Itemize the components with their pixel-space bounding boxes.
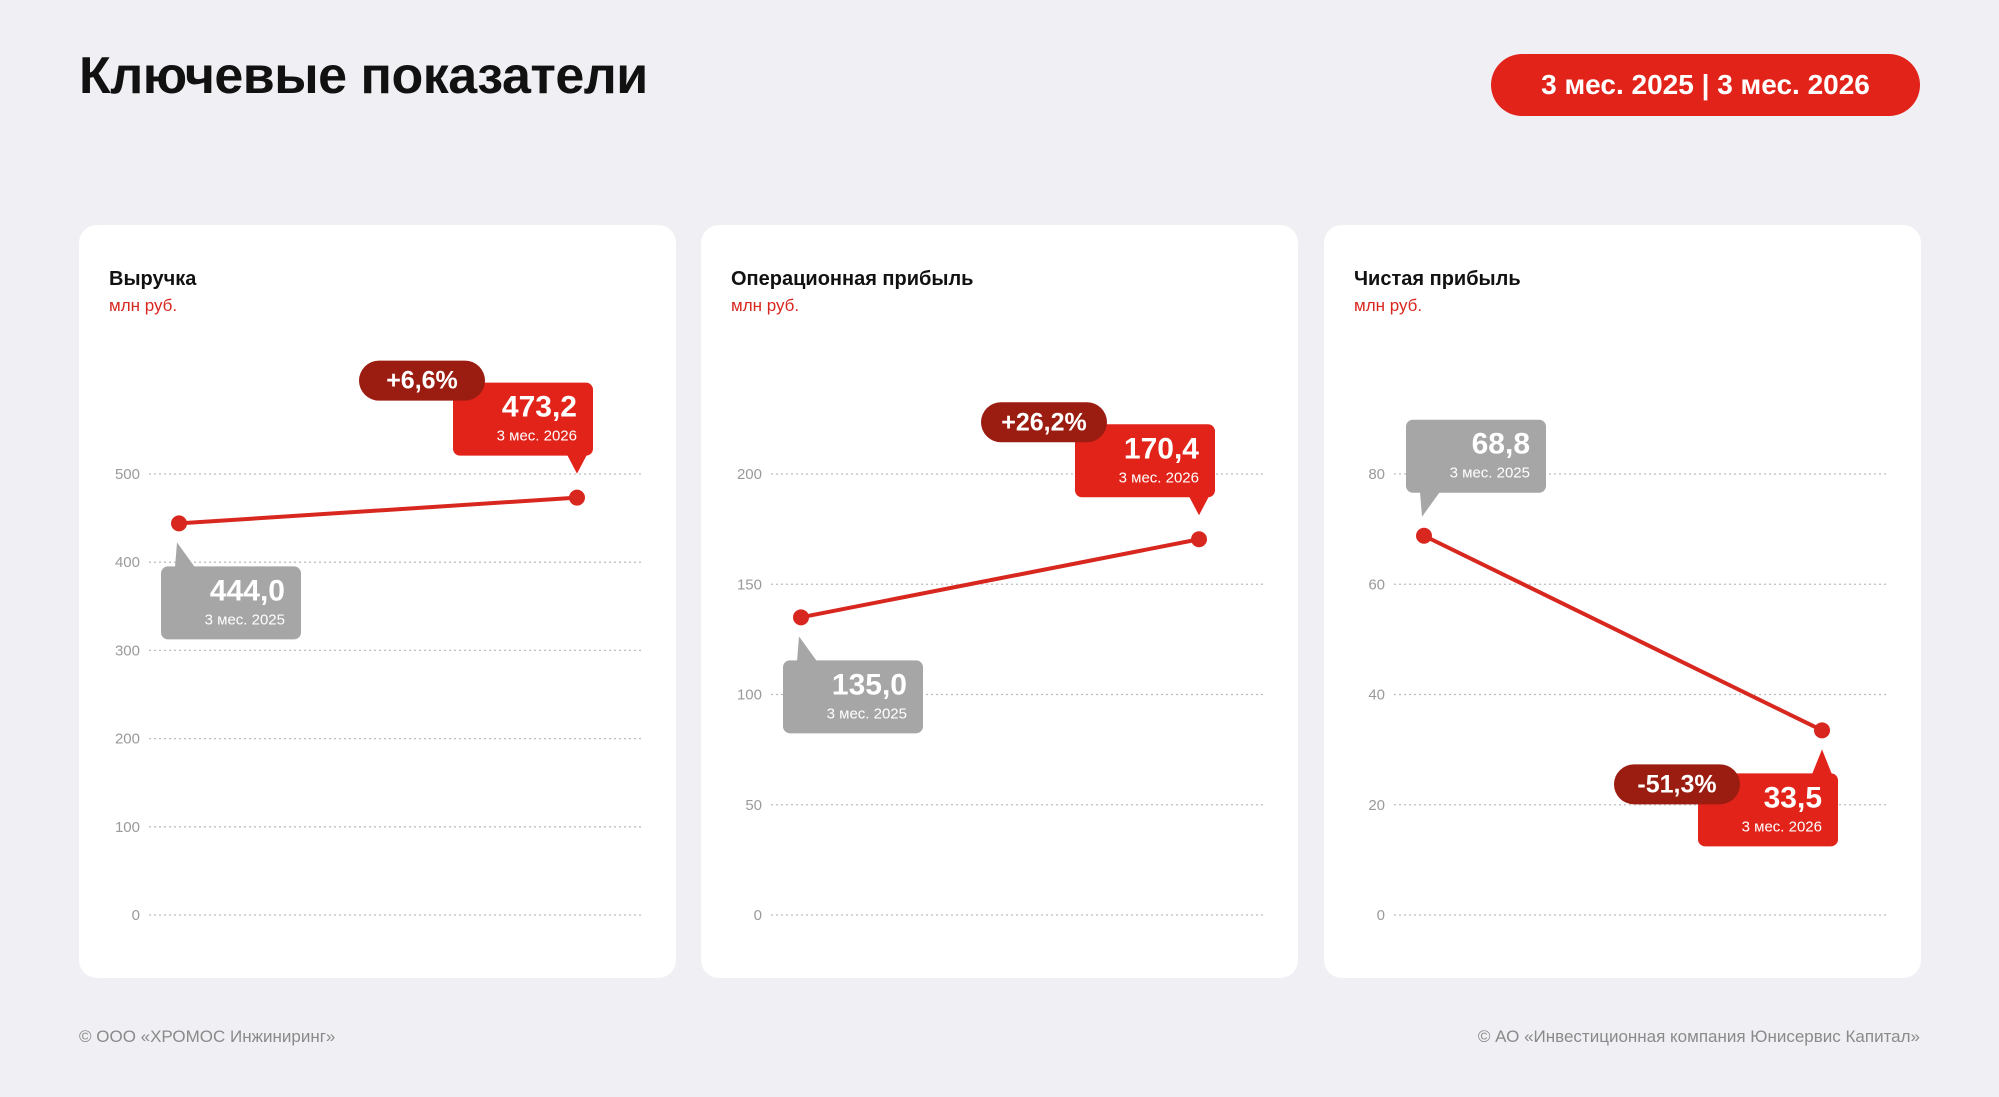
series-line — [179, 498, 577, 524]
y-tick-label: 0 — [1377, 907, 1385, 924]
chart-card-net-profit: Чистая прибыль млн руб. 0 20 40 60 80 68,8 3 м… — [1324, 225, 1921, 978]
y-tick-label: 50 — [745, 797, 762, 814]
prior-period-callout: 135,0 3 мес. 2025 — [783, 636, 923, 733]
prior-period-callout-tail — [1420, 492, 1440, 517]
data-point — [1191, 531, 1207, 547]
current-period-callout-tail — [567, 455, 587, 474]
series-line — [1424, 536, 1822, 731]
y-tick-label: 40 — [1368, 687, 1385, 704]
data-point — [171, 515, 187, 531]
change-label: +6,6% — [386, 367, 458, 395]
y-tick-label: 500 — [115, 466, 140, 483]
y-tick-label: 0 — [132, 907, 140, 924]
data-point — [569, 490, 585, 506]
period-badge: 3 мес. 2025 | 3 мес. 2026 — [1491, 54, 1920, 116]
period-label: 3 мес. 2025 — [205, 611, 285, 628]
y-tick-label: 100 — [737, 687, 762, 704]
operating-profit-chart: 0 50 100 150 200 135,0 3 мес. 2025 170,4 3 мес. … — [701, 225, 1298, 978]
series-line — [801, 539, 1199, 617]
period-label: 3 мес. 2026 — [497, 428, 577, 445]
data-label: 68,8 — [1472, 428, 1530, 461]
net-profit-chart: 0 20 40 60 80 68,8 3 мес. 2025 33,5 3 мес. 2026 -… — [1324, 225, 1921, 978]
y-tick-label: 20 — [1368, 797, 1385, 814]
period-label: 3 мес. 2025 — [1450, 465, 1530, 482]
current-period-callout-tail — [1812, 749, 1832, 774]
data-point — [1416, 528, 1432, 544]
y-tick-label: 400 — [115, 554, 140, 571]
data-point — [1814, 722, 1830, 738]
period-label: 3 мес. 2025 — [827, 705, 907, 722]
prior-period-callout-tail — [797, 636, 817, 661]
footer-copyright-right: © АО «Инвестиционная компания Юнисервис … — [1478, 1027, 1920, 1047]
footer-copyright-left: © ООО «ХРОМОС Инжиниринг» — [79, 1027, 335, 1047]
current-period-callout-tail — [1189, 496, 1209, 515]
prior-period-callout-tail — [175, 542, 195, 567]
y-tick-label: 60 — [1368, 576, 1385, 593]
chart-card-revenue: Выручка млн руб. 0 100 200 300 400 500 444,0 3 … — [79, 225, 676, 978]
y-tick-label: 200 — [115, 731, 140, 748]
data-label: 473,2 — [502, 391, 577, 424]
revenue-chart: 0 100 200 300 400 500 444,0 3 мес. 2025 473,2 3 м… — [79, 225, 676, 978]
y-tick-label: 300 — [115, 642, 140, 659]
period-label: 3 мес. 2026 — [1742, 818, 1822, 835]
y-tick-label: 80 — [1368, 466, 1385, 483]
data-label: 33,5 — [1764, 781, 1822, 814]
y-tick-label: 0 — [754, 907, 762, 924]
y-tick-label: 150 — [737, 576, 762, 593]
data-label: 170,4 — [1124, 432, 1199, 465]
period-label: 3 мес. 2026 — [1119, 469, 1199, 486]
chart-card-operating-profit: Операционная прибыль млн руб. 0 50 100 150 2… — [701, 225, 1298, 978]
data-label: 444,0 — [210, 574, 285, 607]
change-label: +26,2% — [1001, 408, 1087, 436]
y-tick-label: 200 — [737, 466, 762, 483]
data-point — [793, 609, 809, 625]
prior-period-callout: 68,8 3 мес. 2025 — [1406, 420, 1546, 517]
page-title: Ключевые показатели — [79, 46, 648, 106]
y-tick-label: 100 — [115, 819, 140, 836]
data-label: 135,0 — [832, 668, 907, 701]
prior-period-callout: 444,0 3 мес. 2025 — [161, 542, 301, 639]
change-label: -51,3% — [1637, 770, 1716, 798]
